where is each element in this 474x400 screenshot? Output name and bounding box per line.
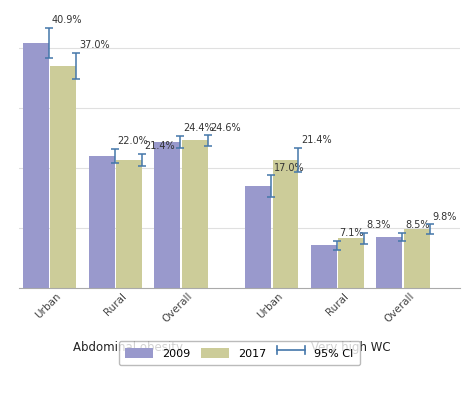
Text: 9.8%: 9.8% <box>432 212 457 222</box>
Bar <box>50 66 76 288</box>
Bar <box>404 229 430 288</box>
Text: 21.4%: 21.4% <box>145 141 175 151</box>
Text: 8.3%: 8.3% <box>367 220 391 230</box>
Text: 40.9%: 40.9% <box>52 15 82 25</box>
Bar <box>338 238 364 288</box>
Bar <box>273 160 299 288</box>
Bar <box>154 142 180 288</box>
Text: Very high WC: Very high WC <box>310 341 390 354</box>
Text: 17.0%: 17.0% <box>274 163 304 173</box>
Bar <box>311 245 337 288</box>
Bar <box>116 160 142 288</box>
Text: 24.6%: 24.6% <box>210 122 241 133</box>
Bar <box>182 140 208 288</box>
Bar <box>245 186 271 288</box>
Text: 7.1%: 7.1% <box>339 228 364 238</box>
Bar <box>23 43 49 288</box>
Bar <box>376 237 402 288</box>
Text: 22.0%: 22.0% <box>118 136 148 146</box>
Bar <box>89 156 115 288</box>
Text: 8.5%: 8.5% <box>405 220 429 230</box>
Text: 24.4%: 24.4% <box>183 123 214 133</box>
Text: Abdominal obesity: Abdominal obesity <box>73 341 183 354</box>
Text: 21.4%: 21.4% <box>301 135 332 145</box>
Legend: 2009, 2017, 95% CI: 2009, 2017, 95% CI <box>118 341 360 365</box>
Text: 37.0%: 37.0% <box>79 40 109 50</box>
